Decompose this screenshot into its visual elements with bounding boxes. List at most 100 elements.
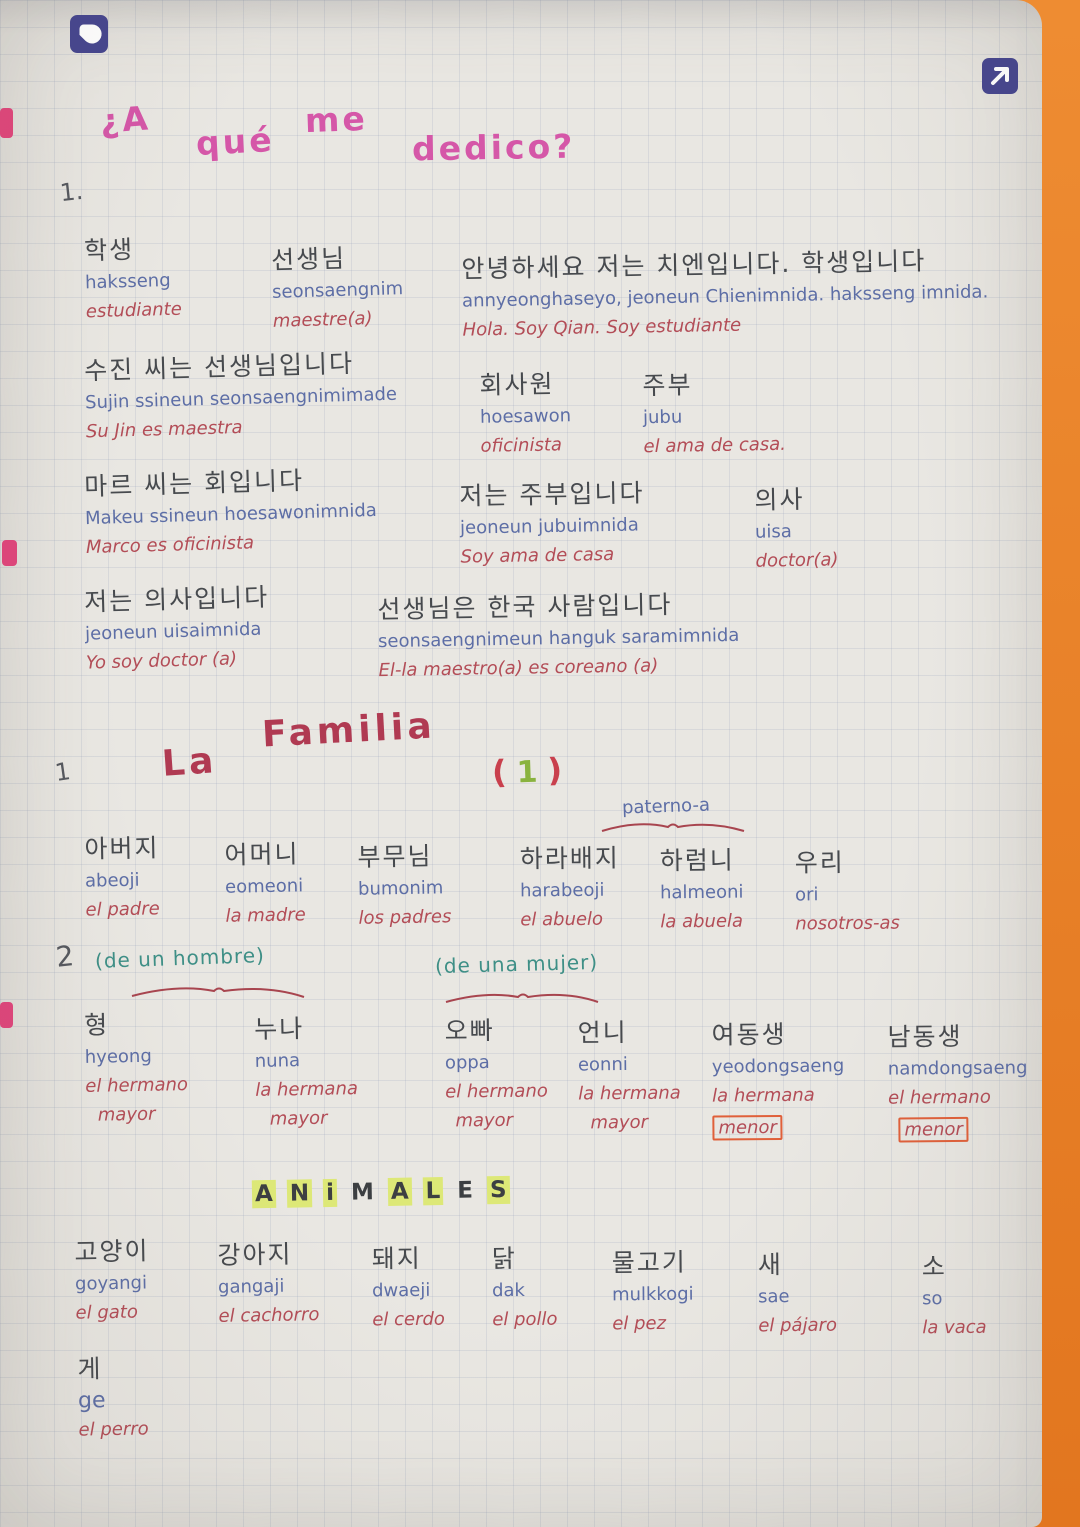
heading-letter: N [286, 1179, 313, 1208]
note-de-un-hombre: (de un hombre) [94, 943, 266, 973]
vocab-entry: 의사 uisa doctor(a) [754, 482, 838, 575]
spanish-translation: el hermano [85, 1074, 189, 1097]
heading-letter: i [322, 1178, 338, 1208]
romanization: dak [491, 1279, 526, 1302]
romanization: yeodongsaeng [711, 1055, 845, 1078]
spanish-translation: el abuelo [520, 908, 604, 931]
vocab-entry: 오빠 oppa el hermano mayor [444, 1014, 548, 1136]
spanish-translation: el hermano [888, 1086, 991, 1109]
vocab-entry: 주부 jubu el ama de casa. [642, 367, 786, 461]
romanization: eonni [577, 1054, 628, 1076]
spanish-translation: el perro [78, 1418, 149, 1441]
vocab-entry: 게 ge el perro [77, 1351, 149, 1444]
spanish-translation: la hermana [578, 1082, 681, 1105]
vocab-entry: 닭 dak el pollo [492, 1242, 558, 1335]
open-in-corner-icon[interactable] [982, 58, 1018, 94]
spanish-translation: el hermano [445, 1080, 548, 1103]
vocab-entry: 고양이 goyangi el gato [74, 1234, 151, 1327]
romanization: hyeong [84, 1045, 152, 1068]
heading-word: Familia [261, 705, 437, 756]
vocab-entry: 하럼니 halmeoni la abuela [660, 844, 744, 937]
romanization: jeoneun uisaimnida [84, 618, 262, 645]
heading-letter: L [422, 1177, 444, 1206]
vocab-entry: 누나 nuna la hermana mayor [254, 1011, 359, 1134]
vocab-entry: 소 so la vaca [922, 1250, 987, 1343]
korean-sentence: 저는 의사입니다 [83, 582, 270, 617]
vocab-entry: 안녕하세요 저는 치엔입니다. 학생입니다 annyeonghaseyo, je… [461, 243, 989, 344]
romanization: namdongsaeng [887, 1057, 1028, 1080]
vocab-entry: 새 sae el pájaro [758, 1248, 838, 1341]
brace-mark [601, 823, 745, 832]
title-word: dedico? [411, 126, 576, 169]
romanization: ge [77, 1388, 106, 1414]
spanish-translation: Soy ama de casa [460, 543, 615, 568]
spanish-translation: oficinista [480, 434, 563, 457]
korean-word: 하럼니 [659, 845, 735, 876]
romanization: nuna [254, 1050, 301, 1072]
pink-edge-mark [2, 540, 17, 566]
korean-word: 오빠 [444, 1016, 495, 1046]
korean-word: 새 [757, 1250, 783, 1280]
vocab-entry: 남동생 namdongsaeng el hermano menor [887, 1019, 1028, 1144]
spanish-translation: la abuela [660, 910, 744, 933]
korean-word: 남동생 [887, 1021, 963, 1052]
korean-word: 아버지 [84, 833, 160, 864]
romanization: sae [757, 1286, 790, 1308]
spanish-translation: mayor [97, 1103, 156, 1126]
korean-word: 어머니 [224, 839, 300, 870]
spanish-translation: el pollo [492, 1308, 558, 1331]
vocab-entry: 하라배지 harabeoji el abuelo [520, 842, 621, 935]
vocab-entry: 우리 ori nosotros-as [795, 846, 900, 939]
spanish-translation: el gato [75, 1301, 139, 1324]
paterno-annotation: paterno-a [621, 794, 711, 819]
romanization: jeoneun jubuimnida [459, 514, 639, 539]
heading-letter: A [387, 1177, 412, 1206]
romanization: abeoji [84, 869, 140, 892]
romanization: uisa [754, 521, 793, 543]
vocab-entry: 학생 haksseng estudiante [84, 232, 182, 327]
vocab-entry: 형 hyeong el hermano mayor [84, 1007, 189, 1130]
korean-word: 언니 [577, 1018, 628, 1048]
vocab-entry: 언니 eonni la hermana mayor [577, 1016, 681, 1138]
romanization: bumonim [357, 877, 444, 900]
romanization: jubu [642, 406, 683, 429]
romanization: harabeoji [519, 879, 605, 902]
spanish-translation: menor [888, 1114, 1028, 1144]
note-de-una-mujer: (de una mujer) [434, 949, 599, 979]
vocab-entry: 회사원 hoesawon oficinista [479, 367, 572, 461]
corner-arrow-icon[interactable] [70, 15, 108, 53]
korean-word: 주부 [642, 370, 693, 401]
vocab-entry: 저는 주부입니다 jeoneun jubuimnida Soy ama de c… [459, 476, 646, 571]
romanization: oppa [444, 1052, 490, 1074]
spanish-translation: los padres [358, 906, 452, 929]
romanization: hoesawon [479, 405, 572, 428]
korean-word: 우리 [794, 848, 845, 878]
romanization: eomeoni [224, 875, 304, 898]
korean-word: 고양이 [74, 1236, 150, 1267]
romanization: gangaji [217, 1275, 285, 1298]
menor-boxed: menor [712, 1114, 783, 1141]
section-number: 1. [58, 176, 85, 208]
romanization: seonsaengnim [271, 278, 404, 303]
heading-letter: S [486, 1175, 510, 1205]
spanish-translation: el padre [85, 898, 160, 921]
vocab-entry: 물고기 mulkkogi el pez [612, 1246, 694, 1339]
section-number: 2 [54, 939, 76, 974]
spanish-translation: mayor [455, 1109, 514, 1132]
korean-word: 강아지 [217, 1239, 293, 1270]
heading-word: La [160, 740, 219, 785]
spanish-translation: el pájaro [758, 1314, 838, 1337]
romanization: ori [794, 884, 819, 906]
korean-word: 게 [77, 1354, 103, 1384]
menor-boxed: menor [898, 1116, 969, 1143]
spanish-translation: mayor [269, 1107, 328, 1130]
vocab-entry: 부무님 bumonim los padres [357, 839, 451, 933]
korean-word: 소 [921, 1252, 947, 1282]
romanization: halmeoni [659, 881, 744, 904]
pink-edge-mark [0, 108, 13, 138]
spanish-translation: nosotros-as [795, 912, 900, 935]
vocab-entry: 저는 의사입니다 jeoneun uisaimnida Yo soy docto… [84, 580, 271, 677]
korean-word: 닭 [491, 1244, 517, 1274]
korean-word: 의사 [754, 484, 805, 515]
